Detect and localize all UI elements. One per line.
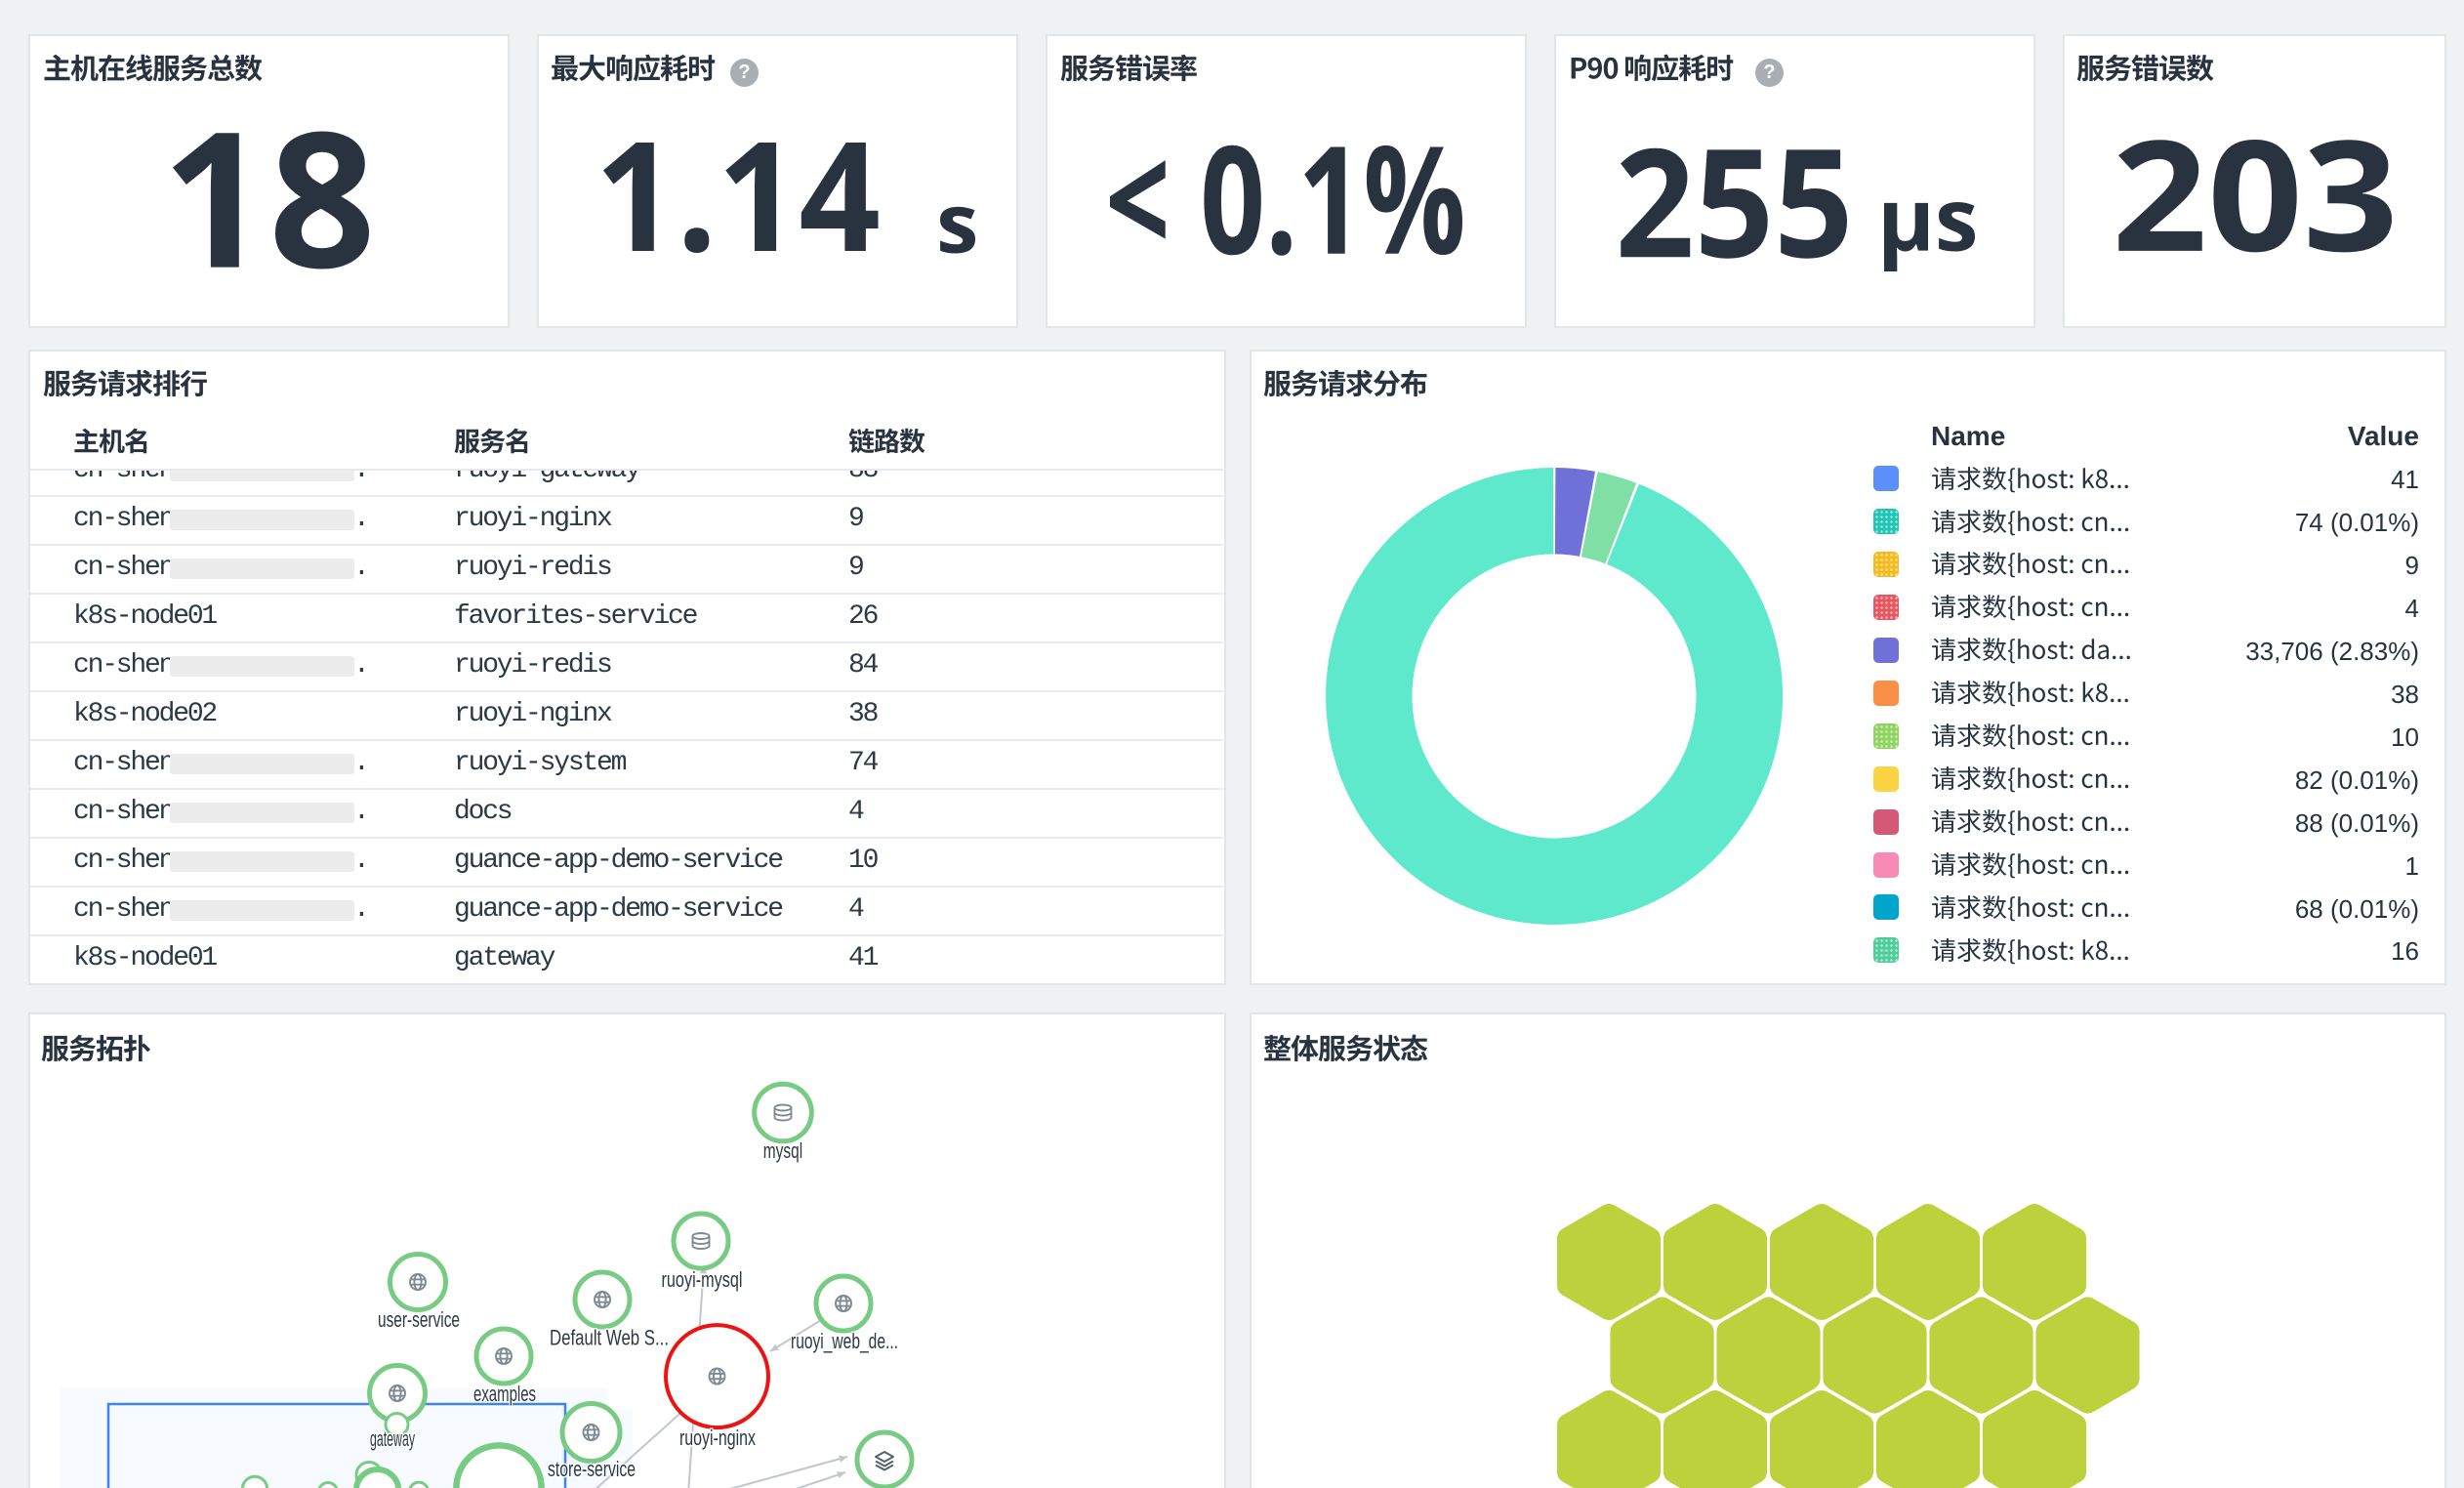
svg-text:mysql: mysql (763, 1138, 802, 1163)
svg-text:ruoyi-nginx: ruoyi-nginx (679, 1426, 756, 1450)
svg-text:Default Web S...: Default Web S... (550, 1326, 669, 1350)
svg-text:gateway: gateway (370, 1426, 415, 1451)
svg-text:user-service: user-service (378, 1307, 460, 1332)
svg-text:ruoyi_web_de...: ruoyi_web_de... (791, 1329, 898, 1353)
svg-text:store-service: store-service (548, 1457, 636, 1481)
svg-text:ruoyi-mysql: ruoyi-mysql (662, 1267, 743, 1292)
svg-text:examples: examples (473, 1382, 536, 1406)
